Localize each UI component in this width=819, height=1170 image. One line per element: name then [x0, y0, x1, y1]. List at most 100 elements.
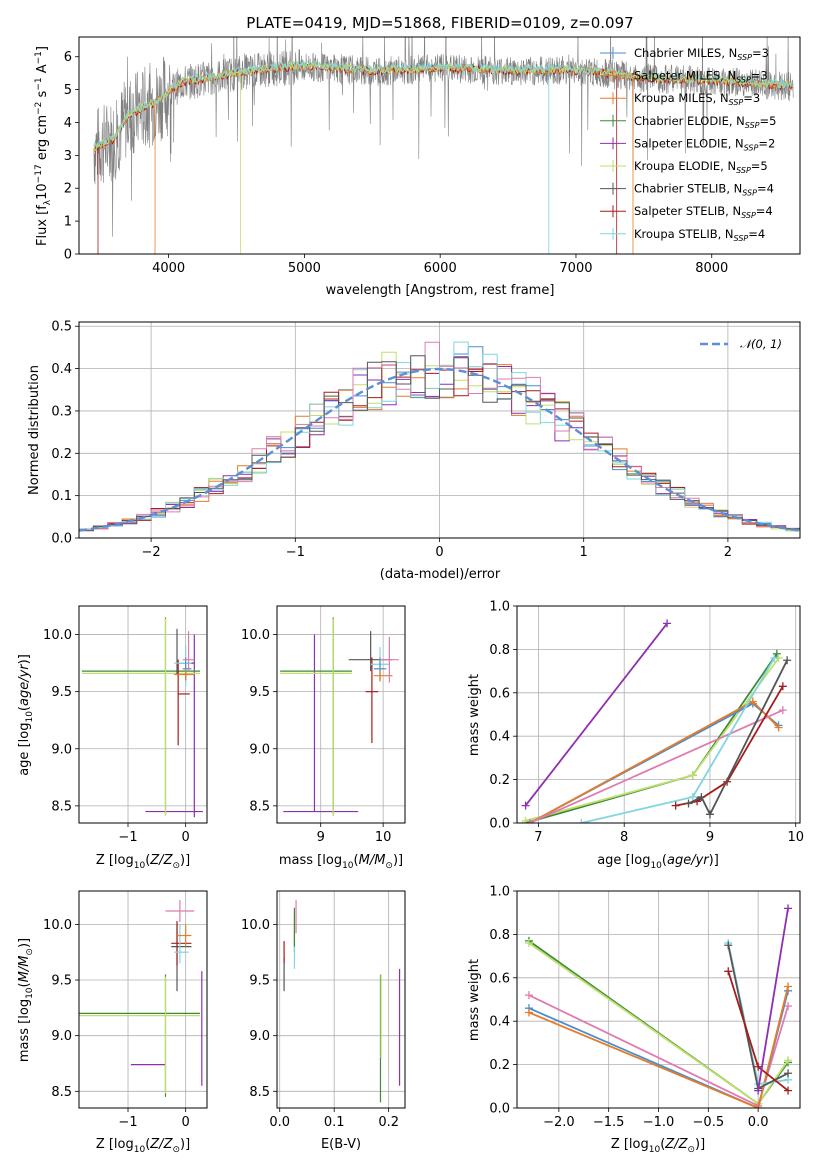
- y-tick-label: 0.3: [51, 404, 72, 419]
- legend-entry: Kroupa STELIB, NSSP=4: [634, 227, 765, 243]
- x-tick-label: 5000: [288, 261, 321, 276]
- x-tick-label: 8: [620, 830, 628, 845]
- mass-ebv-panel: 0.0 0.1 0.2 8.5 9.0 9.5 10.0 E(B-V): [241, 890, 406, 1152]
- x-tick-label: 0: [182, 830, 190, 845]
- age-mass-panel: 9 10 8.5 9.0 9.5 10.0 mass [log10(M/M⊙)]: [241, 605, 406, 871]
- mw-z-marker: [784, 982, 793, 991]
- mw-z-line: [528, 986, 789, 1108]
- x-tick-label: −1.5: [593, 1115, 625, 1130]
- mw-age-panel: 7 8 9 10 0.0 0.2 0.4 0.6 0.8 1.0 age [log10(age/yr…: [467, 600, 804, 872]
- mass-z-panel-plot: [79, 899, 203, 1097]
- legend-entry: Kroupa MILES, NSSP=3: [634, 91, 760, 107]
- spectrum-panel: 4000 5000 6000 7000 8000 0 1 2 3 4 5 6 Chabrier MILE…: [34, 36, 801, 298]
- x-tick-label: 6000: [424, 261, 457, 276]
- y-tick-label: 10.0: [241, 918, 270, 933]
- y-tick-label: 0.8: [489, 928, 510, 943]
- x-tick-label: −1.0: [643, 1115, 675, 1130]
- x-tick-label: 10: [375, 830, 392, 845]
- x-tick-label: 4000: [152, 261, 185, 276]
- y-tick-label: 1.0: [489, 885, 510, 900]
- legend-entry: Chabrier ELODIE, NSSP=5: [634, 114, 776, 130]
- age-z-panel: −1 0 8.5 9.0 9.5 10.0 Z [log10(Z/Z⊙)] age [log1…: [17, 605, 208, 871]
- x-tick-label: 0.0: [269, 1115, 290, 1130]
- age-mass-panel-frame: [276, 605, 406, 824]
- y-tick-label: 9.5: [249, 974, 270, 989]
- mw-z-xlabel: Z [log10(Z/Z⊙)]: [611, 1137, 705, 1155]
- y-tick-label: 0.4: [51, 362, 72, 377]
- y-tick-label: 8.5: [249, 799, 270, 814]
- y-tick-label: 1.0: [489, 600, 510, 615]
- mw-age-marker: [748, 697, 757, 706]
- mw-z-ylabel: mass weight: [467, 959, 482, 1041]
- mw-z-line: [757, 908, 789, 1091]
- legend-entry: Chabrier STELIB, NSSP=4: [634, 182, 774, 198]
- x-tick-label: 0.1: [324, 1115, 345, 1130]
- mw-age-marker: [770, 654, 779, 663]
- y-tick-label: 9.0: [249, 1029, 270, 1044]
- y-tick-label: 8.5: [51, 799, 72, 814]
- mw-z-marker: [784, 1086, 793, 1095]
- x-tick-label: −1: [118, 830, 137, 845]
- y-tick-label: 9.0: [51, 742, 72, 757]
- y-tick-label: 0.0: [489, 1102, 510, 1117]
- x-tick-label: 8000: [695, 261, 728, 276]
- x-tick-label: −2.0: [543, 1115, 575, 1130]
- y-tick-label: 0.1: [51, 489, 72, 504]
- y-tick-label: 9.0: [249, 742, 270, 757]
- mw-age-line: [529, 709, 784, 823]
- y-tick-label: 10.0: [43, 628, 72, 643]
- x-tick-label: 0.2: [378, 1115, 399, 1130]
- x-tick-label: 7000: [559, 261, 592, 276]
- chart-title: PLATE=0419, MJD=51868, FIBERID=0109, z=0…: [246, 14, 633, 32]
- legend-entry: Kroupa ELODIE, NSSP=5: [634, 159, 768, 175]
- mw-z-marker: [784, 1069, 793, 1078]
- x-tick-label: 0: [182, 1115, 190, 1130]
- mw-z-marker: [524, 1008, 533, 1017]
- y-tick-label: 5: [64, 83, 72, 98]
- model-spectrum-kroupa-elodie: [93, 61, 793, 152]
- legend-entry: Salpeter MILES, NSSP=3: [634, 69, 768, 85]
- y-tick-label: 0.2: [489, 773, 510, 788]
- y-tick-label: 0.2: [489, 1058, 510, 1073]
- x-tick-label: −2: [142, 545, 161, 560]
- mw-age-marker: [783, 656, 792, 665]
- legend-normal-label: 𝒩(0, 1): [740, 337, 782, 351]
- y-tick-label: 9.5: [51, 685, 72, 700]
- mass-z-xlabel: Z [log10(Z/Z⊙)]: [96, 1137, 190, 1155]
- x-tick-label: −0.5: [693, 1115, 725, 1130]
- mw-age-marker: [684, 799, 693, 808]
- mass-z-ylabel: mass [log10(M/M⊙)]: [17, 938, 35, 1062]
- mw-z-panel: −2.0 −1.5 −1.0 −0.5 0.0 0.0 0.2 0.4 0.6 0.8 1.0 Z […: [467, 885, 801, 1155]
- residual-histogram: [79, 341, 800, 531]
- residual-panel: −2 −1 0 1 2 0.0 0.1 0.2 0.3 0.4 0.5 𝒩(0, 1) (data-mo…: [27, 320, 801, 582]
- x-tick-label: 10: [787, 830, 804, 845]
- y-tick-label: 0.0: [51, 532, 72, 547]
- mw-z-marker: [754, 1086, 763, 1095]
- mass-ebv-panel-frame: [276, 890, 406, 1109]
- spectrum-ylabel: Flux [fλ10−17 erg cm−2 s−1 A−1]: [34, 46, 53, 246]
- x-tick-label: 9: [706, 830, 714, 845]
- residual-histogram: [79, 355, 800, 532]
- age-z-panel-plot: [81, 617, 203, 818]
- mw-age-line: [529, 700, 780, 823]
- y-tick-label: 8.5: [249, 1085, 270, 1100]
- mw-z-marker: [524, 939, 533, 948]
- y-tick-label: 6: [64, 50, 72, 65]
- y-tick-label: 9.5: [51, 974, 72, 989]
- y-tick-label: 0.4: [489, 730, 510, 745]
- age-z-panel-frame: [78, 605, 208, 824]
- mass-ebv-panel-plot: [283, 899, 401, 1103]
- mw-age-marker: [521, 816, 530, 823]
- mw-age-marker: [525, 819, 534, 823]
- x-tick-label: 9: [317, 830, 325, 845]
- mw-z-marker: [784, 1056, 793, 1065]
- mw-z-panel-plot: [524, 904, 793, 1108]
- mw-age-marker: [705, 810, 714, 819]
- x-tick-label: 0: [435, 545, 443, 560]
- mass-z-panel-frame: [78, 890, 208, 1109]
- mw-z-marker: [724, 941, 733, 950]
- x-tick-label: 7: [534, 830, 542, 845]
- spectrum-panel-frame: [78, 36, 801, 255]
- residual-xlabel: (data-model)/error: [380, 567, 501, 582]
